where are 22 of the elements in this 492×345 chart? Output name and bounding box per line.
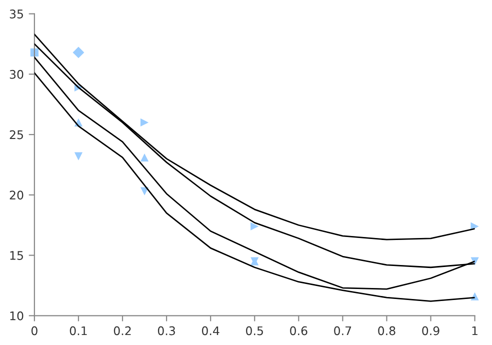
y-tick-label: 10: [10, 311, 24, 320]
x-tick-label: 0: [31, 326, 38, 336]
point: [72, 46, 84, 58]
y-tick-label: 20: [10, 190, 24, 200]
point: [140, 118, 149, 127]
y-tick-label: 30: [10, 70, 24, 79]
x-tick-label: 0.6: [290, 326, 308, 336]
x-tick-label: 0.7: [334, 326, 352, 336]
y-tick-label: 35: [10, 10, 23, 18]
x-tick-label: 1: [472, 326, 478, 336]
point: [250, 222, 259, 230]
x-tick-label: 0.9: [422, 326, 440, 336]
point: [140, 153, 149, 162]
x-tick-label: 0.3: [158, 326, 175, 336]
x-tick-label: 0.2: [114, 326, 131, 336]
point: [74, 152, 83, 160]
x-tick-label: 0.8: [378, 326, 396, 336]
x-tick-label: 0.1: [70, 326, 87, 336]
y-tick-label: 15: [10, 251, 23, 260]
y-tick-label: 25: [10, 130, 23, 140]
x-tick-label: 0.4: [202, 326, 220, 336]
x-tick-label: 0.5: [246, 326, 263, 336]
